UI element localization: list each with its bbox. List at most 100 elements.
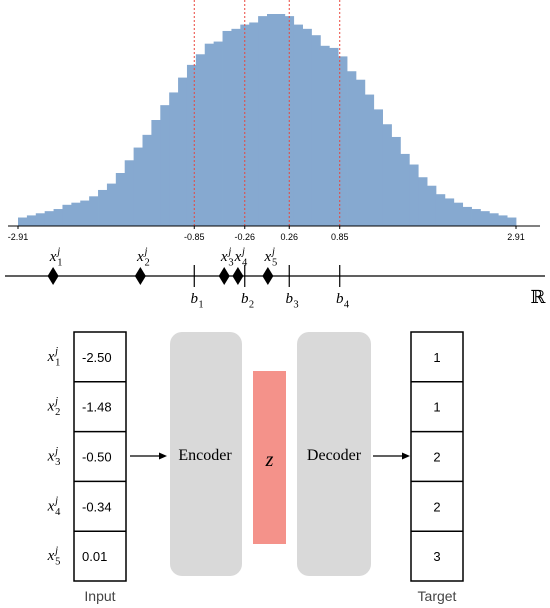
arrow-to-target xyxy=(373,452,410,460)
decoder-box xyxy=(297,332,371,576)
latent-label: z xyxy=(265,449,274,471)
boundary-label-base: b xyxy=(191,291,199,307)
input-row-label-sub: 3 xyxy=(55,457,60,468)
input-value: -0.50 xyxy=(82,450,112,465)
decoder-label: Decoder xyxy=(307,447,362,464)
boundary-label-base: b xyxy=(285,291,293,307)
input-row-label: x j2 xyxy=(47,396,61,418)
histogram-bar xyxy=(222,30,232,227)
histogram-bar xyxy=(320,45,330,226)
histogram-bar xyxy=(462,206,472,226)
histogram-bar xyxy=(435,194,446,226)
histogram-bar xyxy=(427,185,437,226)
data-point-label-sup: j xyxy=(142,246,147,257)
histogram-bar xyxy=(258,16,268,227)
histogram-bar xyxy=(293,24,303,226)
target-caption: Target xyxy=(418,588,457,604)
histogram-bar xyxy=(169,92,179,226)
histogram-bar xyxy=(18,217,28,226)
histogram-bar xyxy=(44,211,54,226)
boundary-label-sub: 3 xyxy=(293,300,298,311)
target-value: 1 xyxy=(433,350,440,365)
data-point-label: x j2 xyxy=(136,246,150,268)
input-caption: Input xyxy=(84,588,115,604)
histogram-bar xyxy=(453,202,464,226)
histogram-bar xyxy=(231,28,241,227)
input-row-label: x j4 xyxy=(47,496,61,518)
boundary-label-sub: 4 xyxy=(344,300,350,311)
histogram-bar xyxy=(444,198,455,226)
boundary-label-base: b xyxy=(241,291,249,307)
histogram-bar xyxy=(151,120,161,226)
histogram-bar xyxy=(338,56,348,227)
histogram-tick-label: -0.85 xyxy=(184,232,205,242)
input-row-label-sub: 5 xyxy=(55,557,60,568)
input-row-label-sup: j xyxy=(53,396,58,407)
histogram-bar xyxy=(489,213,499,226)
latent-block: z xyxy=(253,371,286,544)
histogram-tick-label: 0.85 xyxy=(331,232,349,242)
histogram-bar xyxy=(507,217,517,226)
histogram-bar xyxy=(71,202,81,226)
target-table: 1 1 2 2 3 Target xyxy=(410,331,464,604)
histogram: -2.91 -0.85 -0.26 0.26 0.85 2.91 xyxy=(8,0,540,242)
data-point-label-base: x xyxy=(136,249,144,265)
histogram-bar xyxy=(480,211,490,226)
histogram-tick-label: 0.26 xyxy=(280,232,298,242)
data-point-marker xyxy=(134,267,146,285)
target-value: 2 xyxy=(433,450,440,465)
input-row-label-sub: 4 xyxy=(55,507,61,518)
data-point-label: x j4 xyxy=(234,246,248,268)
histogram-bar xyxy=(89,196,99,226)
input-row-label-sup: j xyxy=(53,496,58,507)
input-value: 0.01 xyxy=(82,549,107,564)
input-row-label: x j3 xyxy=(47,446,61,468)
histogram-bar xyxy=(133,147,143,226)
data-point-label-sub: 3 xyxy=(228,258,233,269)
input-table: -2.50x j1-1.48x j2-0.50x j3-0.34x j40.01x j5 … xyxy=(47,331,127,604)
histogram-bar xyxy=(213,41,223,227)
input-row-label-sup: j xyxy=(53,545,58,556)
boundary-label-sub: 1 xyxy=(198,300,203,311)
histogram-bar xyxy=(106,183,117,226)
histogram-bar xyxy=(35,213,46,226)
histogram-bar xyxy=(53,209,63,226)
decoder-block: Decoder xyxy=(297,332,371,576)
target-value: 2 xyxy=(433,499,440,514)
input-table-frame xyxy=(73,331,127,582)
histogram-bar xyxy=(124,160,134,226)
input-row-label-base: x xyxy=(47,548,55,564)
quantile-lines xyxy=(193,0,341,226)
input-row-label: x j5 xyxy=(47,545,61,567)
input-row-label-sub: 2 xyxy=(55,407,60,418)
encoder-box xyxy=(170,332,242,576)
data-point-marker xyxy=(218,267,230,285)
histogram-bar xyxy=(195,54,206,226)
input-row-label-sup: j xyxy=(53,446,58,457)
histogram-bar xyxy=(80,200,90,226)
data-point-label: x j3 xyxy=(220,246,234,268)
histogram-bar xyxy=(373,109,383,226)
histogram-bar xyxy=(26,215,37,226)
histogram-bar xyxy=(311,35,321,227)
histogram-tick-label: -2.91 xyxy=(8,232,29,242)
histogram-tick-label: -0.26 xyxy=(234,232,255,242)
latent-box xyxy=(253,371,286,544)
histogram-tick-label: 2.91 xyxy=(507,232,525,242)
input-row-label-sup: j xyxy=(53,346,58,357)
histogram-bar xyxy=(267,14,277,226)
histogram-bar xyxy=(178,77,188,226)
histogram-bar xyxy=(409,164,419,226)
histogram-bars xyxy=(18,14,517,227)
encoder-label: Encoder xyxy=(178,447,232,464)
histogram-bar xyxy=(347,71,357,227)
data-point-label-sup: j xyxy=(240,246,245,257)
histogram-bar xyxy=(62,204,72,226)
histogram-bar xyxy=(98,189,108,226)
